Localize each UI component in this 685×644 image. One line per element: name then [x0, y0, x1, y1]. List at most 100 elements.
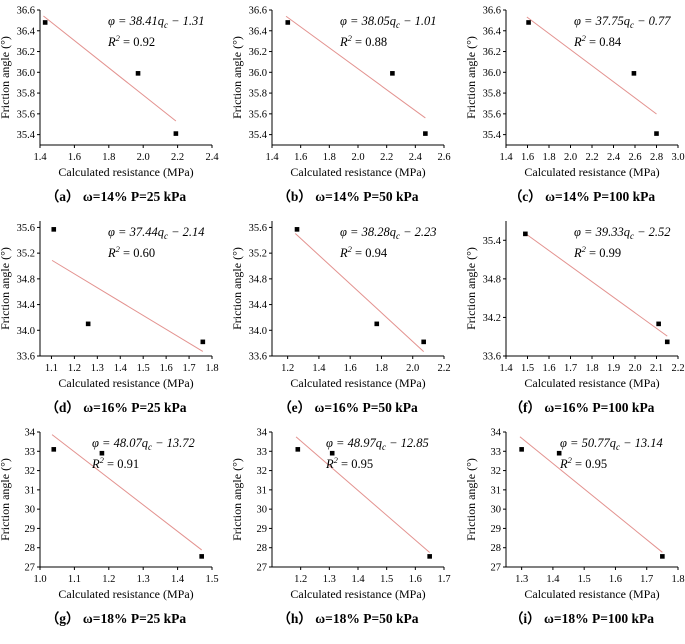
x-axis-label: Calculated resistance (MPa): [524, 165, 659, 179]
panel-caption: （b） ω=14% P=50 kPa: [277, 189, 418, 204]
y-tick-label: 32: [25, 466, 36, 477]
y-tick-label: 36.6: [483, 6, 501, 17]
x-tick-label: 2.6: [437, 152, 450, 163]
y-axis-label: Friction angle (°): [230, 458, 244, 541]
panel-caption: （d） ω=16% P=25 kPa: [45, 400, 186, 415]
x-tick-label: 2.0: [628, 363, 641, 374]
y-tick-label: 33: [25, 447, 36, 458]
y-tick-label: 35.6: [483, 109, 501, 120]
x-tick-label: 1.4: [265, 152, 279, 163]
panel-g: 1.0 1.1 1.2 1.3 1.4 1.5 27 28 29 30 31 32 33 34 Calcul…: [0, 428, 219, 627]
regression-equation: φ = 38.05qc − 1.01: [340, 14, 437, 30]
x-axis-label: Calculated resistance (MPa): [58, 587, 193, 601]
y-tick-label: 35.4: [483, 130, 502, 141]
x-tick-label: 1.2: [102, 574, 115, 585]
data-point: [294, 227, 300, 232]
x-tick-label: 1.4: [546, 574, 560, 585]
y-tick-label: 31: [25, 485, 36, 496]
y-tick-label: 36.0: [17, 68, 35, 79]
x-tick-label: 1.6: [160, 363, 173, 374]
r-squared: R2 = 0.92: [107, 33, 155, 49]
r-squared: R2 = 0.99: [573, 244, 621, 260]
y-tick-label: 29: [491, 524, 502, 535]
regression-equation: φ = 48.07qc − 13.72: [92, 436, 195, 452]
x-tick-label: 1.7: [183, 363, 196, 374]
r-squared: R2 = 0.94: [339, 244, 388, 260]
fit-line: [51, 259, 204, 352]
data-point: [199, 554, 204, 559]
x-tick-label: 1.7: [437, 574, 450, 585]
y-tick-label: 28: [257, 543, 268, 554]
x-tick-label: 1.6: [609, 574, 622, 585]
x-tick-label: 1.5: [137, 363, 150, 374]
y-tick-label: 35.6: [17, 223, 35, 234]
panel-i: 1.3 1.4 1.5 1.6 1.7 1.8 27 28 29 30 31 32 33 34 Calcul…: [464, 428, 685, 627]
x-tick-label: 1.6: [521, 152, 534, 163]
y-tick-label: 30: [257, 505, 268, 516]
y-tick-label: 34: [491, 428, 502, 439]
data-point: [631, 71, 637, 76]
data-point: [285, 20, 291, 25]
panel-caption: （e） ω=16% P=50 kPa: [278, 400, 418, 415]
data-point: [656, 321, 661, 327]
x-tick-label: 2.6: [628, 152, 641, 163]
panel-b: 1.4 1.6 1.8 2.0 2.2 2.4 2.6 35.4 35.6 35.8 36.0 36.…: [230, 6, 451, 205]
panel-d: 1.1 1.2 1.3 1.4 1.5 1.6 1.7 1.8 33.6 34.0 34.4 34.8…: [0, 221, 219, 415]
y-tick-label: 35.6: [17, 109, 35, 120]
data-point: [295, 447, 301, 452]
x-axis-label: Calculated resistance (MPa): [58, 376, 193, 390]
x-tick-label: 2.2: [585, 152, 598, 163]
x-tick-label: 1.8: [375, 363, 388, 374]
r-squared: R2 = 0.88: [339, 33, 387, 49]
y-tick-label: 36.4: [17, 26, 36, 37]
x-tick-label: 1.7: [640, 574, 653, 585]
y-axis-label: Friction angle (°): [0, 36, 12, 119]
fit-line: [523, 231, 668, 337]
x-tick-label: 1.6: [68, 152, 81, 163]
y-tick-label: 28: [491, 543, 502, 554]
y-tick-label: 35.6: [249, 223, 267, 234]
x-tick-label: 2.2: [671, 363, 684, 374]
y-tick-label: 34.2: [483, 313, 501, 324]
panel-caption: （g） ω=18% P=25 kPa: [46, 611, 187, 626]
x-tick-label: 1.2: [68, 363, 81, 374]
y-tick-label: 35.4: [483, 236, 502, 247]
y-tick-label: 36.4: [483, 26, 502, 37]
y-tick-label: 36.2: [17, 47, 35, 58]
data-point: [526, 20, 531, 25]
x-tick-label: 1.5: [578, 574, 591, 585]
x-tick-label: 1.4: [351, 574, 365, 585]
x-tick-label: 1.4: [33, 152, 47, 163]
y-axis-label: Friction angle (°): [464, 247, 478, 330]
fit-line: [43, 15, 177, 122]
data-point: [664, 339, 670, 345]
panel-e: 1.2 1.4 1.6 1.8 2.0 2.2 33.6 34.0 34.4 34.8 35.2 35…: [230, 221, 451, 415]
x-tick-label: 1.4: [114, 363, 128, 374]
data-point: [427, 554, 432, 559]
y-tick-label: 34.8: [483, 274, 501, 285]
x-axis-label: Calculated resistance (MPa): [58, 165, 193, 179]
x-tick-label: 1.7: [564, 363, 577, 374]
x-tick-label: 2.4: [205, 152, 219, 163]
regression-equation: φ = 48.97qc − 12.85: [326, 436, 429, 452]
x-tick-label: 1.3: [323, 574, 336, 585]
data-point: [99, 450, 105, 456]
y-tick-label: 28: [25, 543, 36, 554]
x-tick-label: 2.0: [406, 363, 419, 374]
y-tick-label: 35.2: [17, 249, 35, 260]
x-tick-label: 1.8: [102, 152, 115, 163]
x-axis-label: Calculated resistance (MPa): [290, 376, 425, 390]
y-axis-label: Friction angle (°): [230, 36, 244, 119]
x-tick-label: 1.5: [205, 574, 218, 585]
fit-line: [294, 233, 425, 352]
y-tick-label: 36.2: [249, 47, 267, 58]
panel-caption: （a） ω=14% P=25 kPa: [46, 189, 187, 204]
y-axis-label: Friction angle (°): [230, 247, 244, 330]
x-tick-label: 1.4: [499, 363, 513, 374]
y-tick-label: 32: [257, 466, 268, 477]
x-tick-label: 1.6: [542, 363, 555, 374]
panel-a: 1.4 1.6 1.8 2.0 2.2 2.4 35.4 35.6 35.8 36.0 36.2 36…: [0, 6, 219, 205]
panel-f: 1.4 1.5 1.6 1.7 1.8 1.9 2.0 2.1 2.2 33.6 34.2 34.8 3…: [464, 221, 685, 415]
panel-h: 1.2 1.3 1.4 1.5 1.6 1.7 27 28 29 30 31 32 33 34 Calcul…: [230, 428, 451, 627]
x-tick-label: 1.6: [294, 152, 307, 163]
